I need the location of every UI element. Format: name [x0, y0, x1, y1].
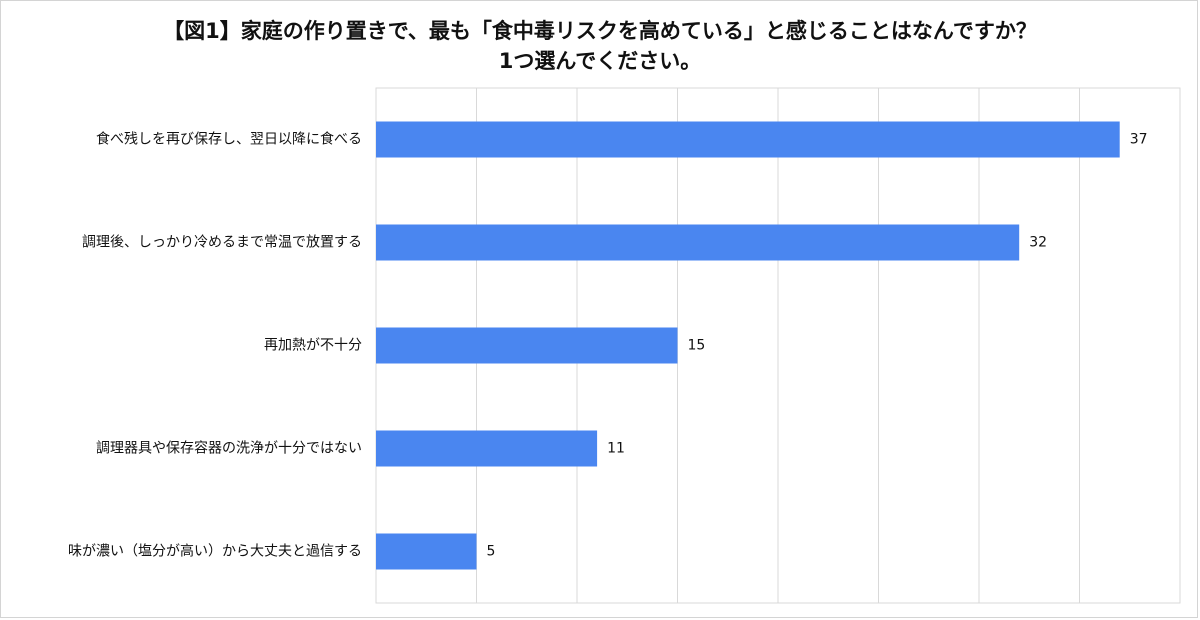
data-label: 5	[487, 544, 496, 560]
chart-title-line-1: 【図1】家庭の作り置きで、最も「食中毒リスクを高めている」と感じることはなんです…	[163, 19, 1037, 43]
chart-title-line-2: 1つ選んでください。	[498, 49, 702, 73]
bar	[376, 430, 598, 467]
category-label: 調理器具や保存容器の洗浄が十分ではない	[96, 440, 362, 457]
data-label: 32	[1029, 235, 1047, 251]
category-label: 味が濃い（塩分が高い）から大丈夫と過信する	[68, 543, 362, 560]
data-label: 37	[1130, 132, 1148, 148]
category-label: 再加熱が不十分	[264, 338, 362, 354]
category-label: 食べ残しを再び保存し、翌日以降に食べる	[96, 131, 362, 148]
bar	[376, 327, 678, 364]
data-label: 11	[607, 441, 625, 457]
data-label: 15	[688, 338, 706, 354]
chart-title: 【図1】家庭の作り置きで、最も「食中毒リスクを高めている」と感じることはなんです…	[0, 16, 1200, 76]
bar	[376, 224, 1020, 261]
bar	[376, 121, 1120, 158]
bar	[376, 533, 477, 570]
category-label: 調理後、しっかり冷めるまで常温で放置する	[82, 235, 362, 251]
